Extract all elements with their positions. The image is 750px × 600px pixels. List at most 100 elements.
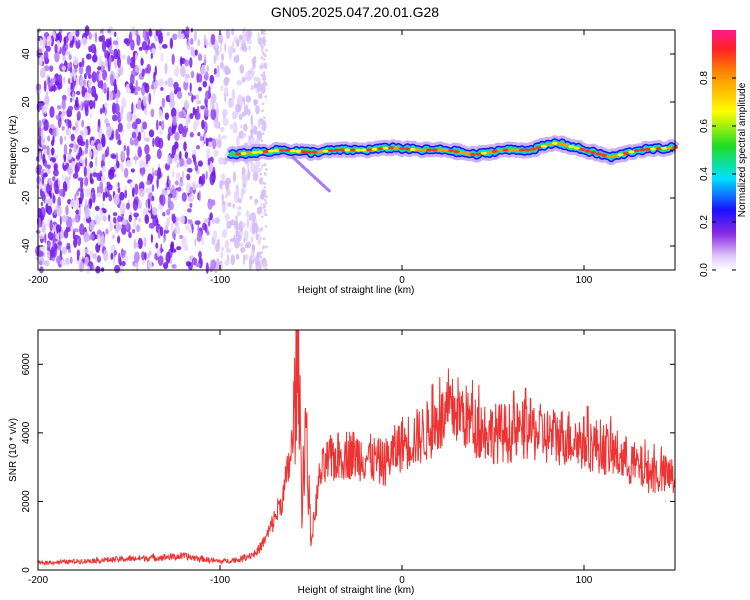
noise-blob [144,83,150,94]
noise-dot [260,227,264,231]
noise-blob [63,229,69,239]
noise-blob [48,177,52,186]
noise-blob [155,242,159,249]
noise-blob [206,230,210,236]
x-tick-label: -200 [28,575,48,586]
noise-blob [135,118,142,125]
noise-blob [245,95,252,103]
noise-blob [189,186,194,194]
x-tick-label: 100 [576,275,593,286]
noise-dot [264,225,268,228]
noise-dot [262,65,265,68]
noise-blob [137,146,142,158]
noise-blob [181,236,188,248]
noise-blob [97,255,101,263]
noise-blob [164,62,168,75]
noise-blob [158,109,163,119]
noise-dot [259,172,263,176]
track-peak [606,155,613,159]
noise-blob [88,32,92,40]
noise-blob [80,179,84,189]
colorbar-tick-label: 0.6 [699,119,710,133]
noise-blob [194,49,198,56]
noise-blob [225,177,232,185]
noise-blob [211,170,216,183]
noise-blob [105,57,108,69]
noise-blob [219,179,224,190]
noise-blob [73,237,78,248]
noise-dot [262,73,266,76]
noise-blob [169,91,175,103]
noise-blob [110,252,114,260]
noise-blob [178,216,181,222]
noise-blob [176,90,183,100]
noise-blob [209,74,215,84]
noise-blob [144,251,147,261]
noise-blob [197,73,203,83]
y-tick-label: 0 [21,567,32,573]
noise-blob [151,195,155,202]
noise-blob [124,167,129,178]
track-peak [284,148,291,152]
track-peak [595,152,602,156]
noise-blob [194,112,201,120]
noise-blob [145,153,151,162]
noise-blob [131,102,134,115]
noise-blob [114,60,118,69]
track-peak [551,141,558,145]
track-peak [535,146,542,150]
noise-blob [131,121,138,130]
spectrogram-frame [37,29,676,271]
colorbar-gradient [712,30,736,270]
noise-blob [201,119,205,130]
noise-blob [255,105,260,115]
noise-blob [160,52,164,62]
noise-blob [76,190,79,197]
noise-blob [73,73,76,82]
noise-blob [189,202,193,208]
noise-blob [117,252,121,265]
noise-blob [121,149,125,161]
noise-blob [78,61,82,68]
noise-blob [242,172,248,185]
noise-blob [200,105,206,110]
noise-blob [167,154,169,166]
track-peak [431,148,438,152]
track-peak [328,149,334,153]
noise-blob [180,33,185,40]
noise-blob [235,187,240,196]
track-peak [448,149,455,153]
noise-blob [39,37,43,47]
noise-blob [148,222,155,229]
noise-blob [193,30,198,42]
noise-blob [53,168,59,177]
track-peak [295,149,302,153]
noise-blob [128,231,132,239]
noise-blob [148,92,152,105]
noise-blob [215,49,220,56]
noise-blob [61,98,66,110]
noise-blob [48,82,51,90]
noise-blob [168,180,171,185]
noise-blob [189,37,194,45]
track-peak [404,147,411,151]
noise-blob [171,169,175,179]
noise-blob [92,54,98,63]
noise-blob [198,86,202,92]
noise-blob [197,132,201,137]
noise-blob [64,135,67,141]
noise-blob [211,218,215,224]
noise-blob [138,46,143,51]
noise-blob [224,240,230,250]
track-peak [344,148,351,152]
noise-blob [239,242,244,248]
noise-blob [150,84,155,90]
noise-blob [97,233,101,246]
noise-blob [75,96,79,108]
noise-blob [229,238,236,243]
noise-blob [247,169,251,181]
noise-blob [203,54,207,60]
noise-blob [126,145,130,158]
noise-blob [77,135,83,146]
noise-blob [249,214,251,221]
